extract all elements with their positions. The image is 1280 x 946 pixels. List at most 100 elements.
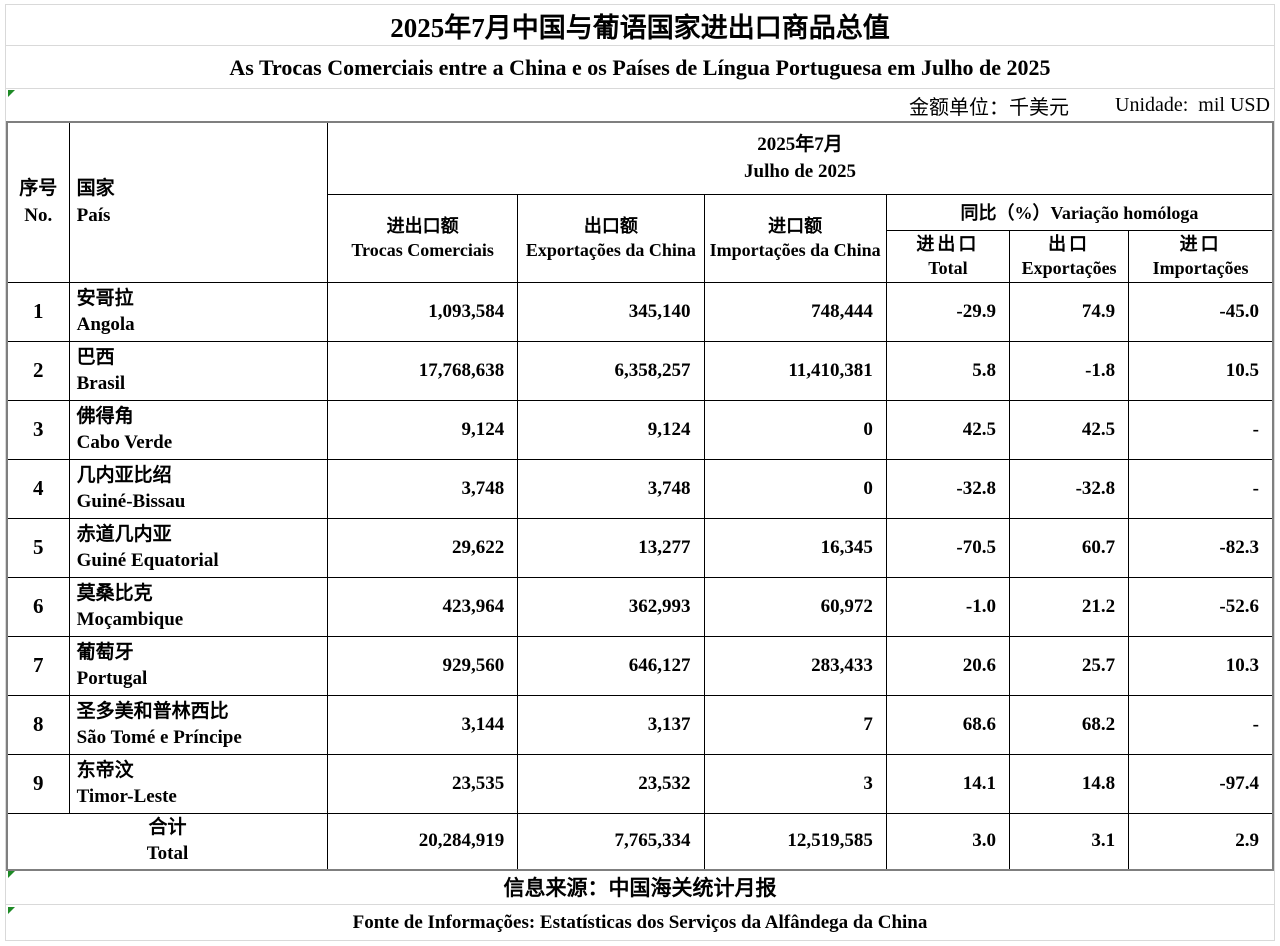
trade-value: 929,560 — [326, 635, 519, 696]
row-number: 1 — [6, 281, 70, 342]
header-yoy-exports: 出口 Exportações — [1008, 229, 1130, 283]
yoy-total-value: 14.1 — [885, 753, 1010, 814]
trade-value: 29,622 — [326, 517, 519, 578]
country-name-pt: Moçambique — [76, 608, 184, 630]
yoy-total-value: 42.5 — [885, 399, 1010, 460]
country-name-pt: Guiné-Bissau — [76, 490, 186, 512]
row-number: 2 — [6, 340, 70, 401]
country-name-pt: Brasil — [76, 372, 126, 394]
table-row: 1 安哥拉 Angola 1,093,584 345,140 748,444 -… — [6, 281, 1274, 342]
cell-flag-triangle — [8, 90, 15, 97]
imports-value: 283,433 — [703, 635, 887, 696]
table-row: 6 莫桑比克 Moçambique 423,964 362,993 60,972… — [6, 576, 1274, 637]
exports-value: 362,993 — [517, 576, 705, 637]
exports-value: 345,140 — [517, 281, 705, 342]
yoy-total-value: 68.6 — [885, 694, 1010, 755]
row-number: 7 — [6, 635, 70, 696]
row-number: 3 — [6, 399, 70, 460]
row-number: 8 — [6, 694, 70, 755]
exports-value: 3,748 — [517, 458, 705, 519]
exports-value: 13,277 — [517, 517, 705, 578]
yoy-imports-value: 10.3 — [1128, 635, 1274, 696]
page-title: 2025年7月中国与葡语国家进出口商品总值 — [6, 5, 1274, 46]
cell-flag-triangle — [8, 871, 15, 878]
country-name-zh: 圣多美和普林西比 — [76, 700, 229, 722]
country-name-zh: 东帝汶 — [76, 759, 134, 781]
row-number: 5 — [6, 517, 70, 578]
imports-value: 0 — [703, 458, 887, 519]
yoy-exports-value: 74.9 — [1008, 281, 1130, 342]
yoy-imports-value: - — [1128, 399, 1274, 460]
page-subtitle: As Trocas Comerciais entre a China e os … — [6, 47, 1274, 89]
yoy-exports-value: 68.2 — [1008, 694, 1130, 755]
total-label: 合计 Total — [6, 812, 328, 871]
imports-value: 0 — [703, 399, 887, 460]
yoy-imports-value: - — [1128, 458, 1274, 519]
country-name-zh: 几内亚比绍 — [76, 464, 172, 486]
exports-value: 3,137 — [517, 694, 705, 755]
yoy-total-value: -32.8 — [885, 458, 1010, 519]
total-imports-value: 12,519,585 — [703, 812, 887, 871]
yoy-imports-value: -45.0 — [1128, 281, 1274, 342]
imports-value: 11,410,381 — [703, 340, 887, 401]
yoy-imports-value: -97.4 — [1128, 753, 1274, 814]
trade-value: 23,535 — [326, 753, 519, 814]
trade-value: 3,748 — [326, 458, 519, 519]
yoy-total-value: -29.9 — [885, 281, 1010, 342]
header-yoy-imports: 进口 Importações — [1128, 229, 1274, 283]
country-cell: 圣多美和普林西比 São Tomé e Príncipe — [68, 694, 328, 755]
table-row: 5 赤道几内亚 Guiné Equatorial 29,622 13,277 1… — [6, 517, 1274, 578]
unit-label-pt: Unidade: mil USD — [1115, 93, 1270, 116]
header-trade: 进出口额 Trocas Comerciais — [326, 193, 519, 283]
yoy-total-value: 5.8 — [885, 340, 1010, 401]
yoy-exports-value: -1.8 — [1008, 340, 1130, 401]
imports-value: 748,444 — [703, 281, 887, 342]
country-cell: 东帝汶 Timor-Leste — [68, 753, 328, 814]
unit-label-zh: 金额单位：千美元 — [909, 96, 1069, 119]
header-yoy-total: 进出口 Total — [885, 229, 1010, 283]
country-name-pt: Guiné Equatorial — [76, 549, 219, 571]
total-row: 合计 Total 20,284,919 7,765,334 12,519,585… — [6, 812, 1274, 871]
yoy-total-value: -1.0 — [885, 576, 1010, 637]
country-cell: 莫桑比克 Moçambique — [68, 576, 328, 637]
yoy-imports-value: -82.3 — [1128, 517, 1274, 578]
yoy-total-value: -70.5 — [885, 517, 1010, 578]
header-row-groups: 进出口额 Trocas Comerciais 出口额 Exportações d… — [7, 193, 1274, 283]
table-row: 3 佛得角 Cabo Verde 9,124 9,124 0 42.5 42.5… — [6, 399, 1274, 460]
row-number: 4 — [6, 458, 70, 519]
yoy-imports-value: 10.5 — [1128, 340, 1274, 401]
exports-value: 6,358,257 — [517, 340, 705, 401]
total-exports-value: 7,765,334 — [517, 812, 705, 871]
country-name-pt: São Tomé e Príncipe — [76, 726, 242, 748]
header-row-period: 序号 No. 国家 País 2025年7月 Julho de 2025 — [6, 121, 1274, 283]
exports-value: 646,127 — [517, 635, 705, 696]
imports-value: 7 — [703, 694, 887, 755]
source-line-pt: Fonte de Informações: Estatísticas dos S… — [352, 912, 928, 933]
yoy-exports-value: 25.7 — [1008, 635, 1130, 696]
yoy-exports-value: 21.2 — [1008, 576, 1130, 637]
imports-value: 60,972 — [703, 576, 887, 637]
table-row: 8 圣多美和普林西比 São Tomé e Príncipe 3,144 3,1… — [6, 694, 1274, 755]
table-row: 9 东帝汶 Timor-Leste 23,535 23,532 3 14.1 1… — [6, 753, 1274, 814]
yoy-exports-value: 42.5 — [1008, 399, 1130, 460]
total-trade-value: 20,284,919 — [326, 812, 519, 871]
trade-value: 1,093,584 — [326, 281, 519, 342]
row-number: 9 — [6, 753, 70, 814]
yoy-exports-value: 14.8 — [1008, 753, 1130, 814]
source-line-zh: 信息来源：中国海关统计月报 — [6, 869, 1274, 905]
exports-value: 23,532 — [517, 753, 705, 814]
country-name-pt: Timor-Leste — [76, 785, 177, 807]
country-name-pt: Cabo Verde — [76, 431, 173, 453]
trade-table: 序号 No. 国家 País 2025年7月 Julho de 2025 进出口… — [6, 121, 1274, 871]
total-yoy-imports-value: 2.9 — [1128, 812, 1274, 871]
yoy-exports-value: -32.8 — [1008, 458, 1130, 519]
header-exports: 出口额 Exportações da China — [517, 193, 705, 283]
country-name-pt: Angola — [76, 313, 135, 335]
yoy-exports-value: 60.7 — [1008, 517, 1130, 578]
header-no: 序号 No. — [6, 121, 70, 283]
total-yoy-total-value: 3.0 — [885, 812, 1010, 871]
country-name-zh: 赤道几内亚 — [76, 523, 172, 545]
table-row: 7 葡萄牙 Portugal 929,560 646,127 283,433 2… — [6, 635, 1274, 696]
yoy-imports-value: - — [1128, 694, 1274, 755]
trade-value: 3,144 — [326, 694, 519, 755]
